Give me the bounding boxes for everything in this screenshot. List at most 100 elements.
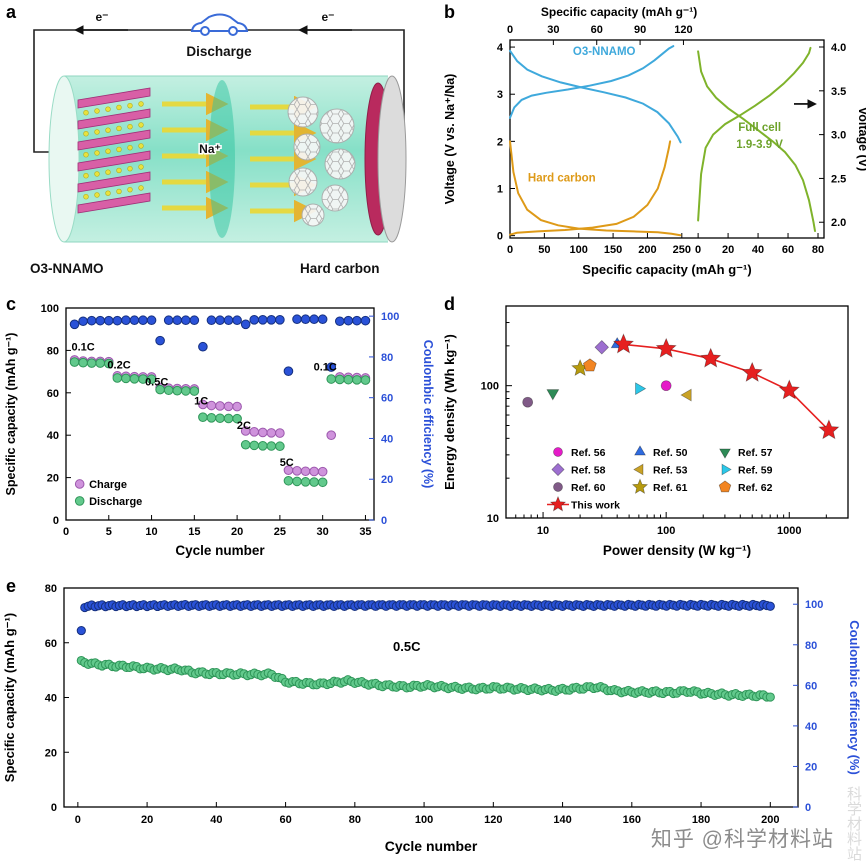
series-ref-62 <box>582 358 597 372</box>
battery-schematic-svg: e⁻ e⁻ Discharge Na⁺ O3-NNAMO Hard carbon <box>30 10 407 276</box>
svg-text:0: 0 <box>507 244 513 256</box>
svg-text:5: 5 <box>106 526 112 538</box>
svg-text:Ref. 57: Ref. 57 <box>738 447 773 459</box>
cycling-stability-chart: 0 20 40 60 80 100 120 140 160 180 200 0 20 40 60 80 0 20 4… <box>2 583 862 854</box>
svg-text:180: 180 <box>692 814 710 826</box>
svg-text:60: 60 <box>381 393 393 405</box>
svg-text:Energy density (Wh kg⁻¹): Energy density (Wh kg⁻¹) <box>442 334 457 490</box>
svg-text:0: 0 <box>53 515 59 527</box>
svg-text:1: 1 <box>497 184 503 196</box>
series-ref-56 <box>660 380 672 392</box>
svg-text:10: 10 <box>487 513 499 525</box>
efficiency-series <box>76 599 775 636</box>
panel-label-b: b <box>444 2 455 22</box>
svg-text:80: 80 <box>349 814 361 826</box>
curve-hard-carbon-sodiation <box>509 140 682 237</box>
svg-text:40: 40 <box>752 244 764 256</box>
svg-text:Ref. 61: Ref. 61 <box>653 482 688 494</box>
electron-label-right: e⁻ <box>321 10 334 24</box>
svg-text:Hard carbon: Hard carbon <box>528 173 596 185</box>
panel-d-ragone-plot: d 10 100 1000 10 100 Power density (W kg⁻¹) En… <box>438 292 866 574</box>
curve-o3-nnamo-discharge <box>509 49 682 144</box>
panel-c-rate-capability: c 0 5 10 15 20 25 30 35 0 20 40 60 80 100 0 20 40 60 80 100… <box>0 292 438 574</box>
svg-text:Ref. 56: Ref. 56 <box>571 447 606 459</box>
svg-text:Ref. 60: Ref. 60 <box>571 482 606 494</box>
anode-name-label: Hard carbon <box>300 261 380 276</box>
svg-text:20: 20 <box>141 814 153 826</box>
curve-o3-nnamo-charge <box>509 45 675 119</box>
svg-text:100: 100 <box>415 814 433 826</box>
svg-text:100: 100 <box>657 525 675 537</box>
hard-carbon-spheres <box>287 96 356 227</box>
svg-text:120: 120 <box>674 24 692 36</box>
svg-text:100: 100 <box>805 599 823 611</box>
svg-text:60: 60 <box>805 680 817 692</box>
svg-text:100: 100 <box>570 244 588 256</box>
panel-e-cycling-stability: e 0 20 40 60 80 100 120 140 160 180 200 0 20 40 60 80 0 2… <box>0 574 866 867</box>
svg-text:200: 200 <box>761 814 779 826</box>
svg-text:2C: 2C <box>237 420 251 432</box>
watermark-side: 科学材料站 <box>845 786 862 861</box>
sodium-ion-label: Na⁺ <box>199 142 221 156</box>
svg-text:2.5: 2.5 <box>831 173 846 185</box>
svg-text:5C: 5C <box>280 457 294 469</box>
svg-text:Charge: Charge <box>89 479 127 491</box>
electron-label-left: e⁻ <box>95 10 108 24</box>
svg-text:Ref. 62: Ref. 62 <box>738 482 773 494</box>
voltage-profile-chart: 0 1 2 3 4 2.0 2.5 3.0 3.5 4.0 0 30 60 90 120 0 50 100 150 2… <box>443 5 866 277</box>
this-work-line <box>623 343 830 431</box>
svg-text:20: 20 <box>231 526 243 538</box>
panel-b-voltage-profiles: b 0 1 2 3 4 2.0 2.5 3.0 3.5 4.0 0 30 60 90 120 0 50 100 15… <box>438 0 866 292</box>
svg-text:10: 10 <box>145 526 157 538</box>
svg-text:160: 160 <box>623 814 641 826</box>
svg-text:0.5C: 0.5C <box>145 376 168 388</box>
svg-text:90: 90 <box>634 24 646 36</box>
legend: Charge Discharge <box>74 479 142 508</box>
svg-text:60: 60 <box>279 814 291 826</box>
svg-text:30: 30 <box>547 24 559 36</box>
svg-text:80: 80 <box>45 583 57 595</box>
svg-text:0.1C: 0.1C <box>71 341 94 353</box>
svg-text:0.5C: 0.5C <box>393 639 421 654</box>
svg-text:100: 100 <box>381 311 399 323</box>
curve-full-cell-charge <box>697 46 812 222</box>
svg-text:35: 35 <box>359 526 371 538</box>
svg-text:80: 80 <box>805 640 817 652</box>
svg-text:20: 20 <box>381 474 393 486</box>
efficiency-series <box>69 314 371 376</box>
discharge-label: Discharge <box>186 44 252 59</box>
svg-text:60: 60 <box>591 24 603 36</box>
svg-text:0.1C: 0.1C <box>314 362 337 374</box>
svg-text:Ref. 58: Ref. 58 <box>571 464 606 476</box>
svg-text:0: 0 <box>63 526 69 538</box>
svg-text:Power density (W kg⁻¹): Power density (W kg⁻¹) <box>603 543 751 558</box>
svg-text:4: 4 <box>497 42 504 54</box>
series-ref-59 <box>635 382 647 396</box>
series-this-work <box>612 333 840 440</box>
curve-hard-carbon-desodiation <box>509 140 672 236</box>
svg-text:3.5: 3.5 <box>831 86 846 98</box>
panel-label-a: a <box>6 2 17 22</box>
svg-text:15: 15 <box>188 526 200 538</box>
svg-text:Ref. 53: Ref. 53 <box>653 464 688 476</box>
panel-label-d: d <box>444 294 455 314</box>
rate-capability-chart: 0 5 10 15 20 25 30 35 0 20 40 60 80 100 0 20 40 60 80 100 Cy… <box>4 303 435 558</box>
svg-text:80: 80 <box>47 345 59 357</box>
svg-text:60: 60 <box>47 388 59 400</box>
svg-text:100: 100 <box>481 381 499 393</box>
svg-text:60: 60 <box>782 244 794 256</box>
svg-text:2: 2 <box>497 136 503 148</box>
svg-text:Ref. 59: Ref. 59 <box>738 464 773 476</box>
svg-text:200: 200 <box>638 244 656 256</box>
svg-text:20: 20 <box>45 747 57 759</box>
svg-text:80: 80 <box>381 352 393 364</box>
svg-text:100: 100 <box>41 303 59 315</box>
svg-text:Specific capacity (mAh g⁻¹): Specific capacity (mAh g⁻¹) <box>582 262 751 277</box>
svg-text:25: 25 <box>274 526 286 538</box>
panel-label-e: e <box>6 576 17 596</box>
svg-text:4.0: 4.0 <box>831 42 846 54</box>
svg-text:50: 50 <box>538 244 550 256</box>
discharge-series <box>69 357 371 488</box>
svg-text:0: 0 <box>507 24 513 36</box>
